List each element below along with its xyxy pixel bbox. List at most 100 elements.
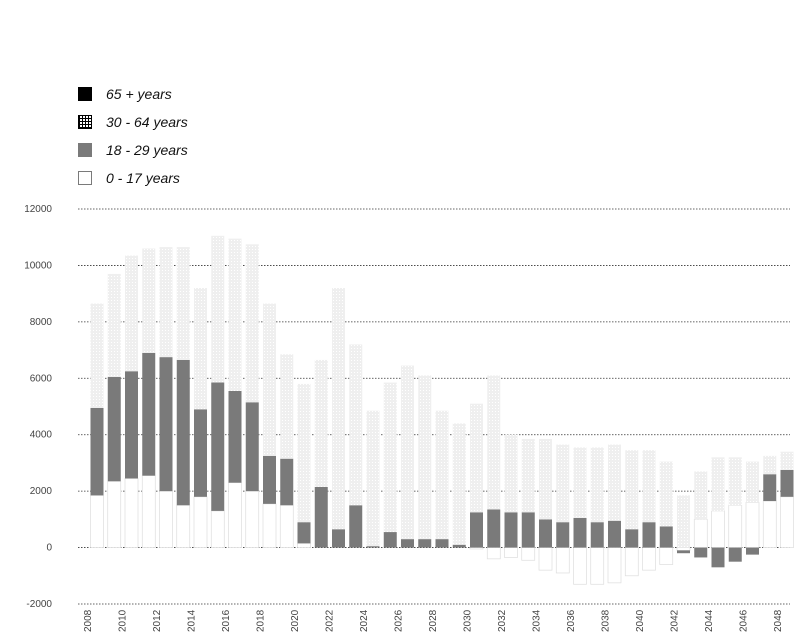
legend: 65 + years 30 - 64 years 18 - 29 years 0… (78, 80, 188, 192)
bar-30-64 (746, 461, 759, 503)
bar-18-29 (487, 509, 501, 548)
bar-0-17 (107, 480, 122, 548)
x-tick-label: 2018 (256, 609, 267, 632)
bar-0-17 (245, 490, 260, 548)
bar-30-64 (383, 382, 397, 533)
bar-18-29 (728, 547, 742, 562)
bar-30-64 (556, 444, 570, 523)
x-tick-label: 2014 (187, 609, 198, 632)
bar-30-64 (125, 255, 138, 372)
x-tick-label: 2010 (118, 609, 129, 632)
bar-0-17 (642, 547, 656, 571)
legend-label-0-17: 0 - 17 years (106, 170, 180, 186)
bar-0-17 (624, 547, 639, 577)
bar-0-17 (469, 547, 484, 550)
bar-18-29 (107, 376, 121, 482)
x-tick-label: 2028 (428, 609, 439, 632)
x-tick-label: 2046 (739, 609, 750, 632)
bar-0-17 (90, 495, 104, 548)
bar-0-17 (176, 504, 191, 548)
x-tick-label: 2008 (83, 609, 94, 632)
bar-0-17 (210, 510, 225, 548)
bar-18-29 (452, 544, 466, 548)
bar-30-64 (194, 288, 207, 410)
bar-0-17 (504, 547, 518, 558)
x-tick-label: 2036 (566, 609, 577, 632)
bar-30-64 (297, 383, 311, 523)
bar-30-64 (159, 247, 173, 358)
bar-18-29 (763, 474, 777, 502)
bar-30-64 (228, 238, 242, 391)
bar-0-17 (228, 482, 242, 548)
bar-0-17 (659, 547, 674, 565)
bar-18-29 (642, 522, 656, 548)
legend-item-65-plus: 65 + years (78, 80, 188, 108)
bar-18-29 (142, 352, 156, 476)
bar-0-17 (676, 547, 691, 551)
bar-30-64 (504, 434, 518, 513)
bar-0-17 (521, 547, 536, 561)
x-tick-label: 2022 (325, 609, 336, 632)
bar-0-17 (590, 547, 605, 585)
bar-30-64 (780, 451, 794, 470)
legend-label-65-plus: 65 + years (106, 86, 172, 102)
bar-30-64 (625, 450, 639, 530)
bar-30-64 (573, 447, 587, 518)
bar-30-64 (280, 354, 294, 459)
x-tick-label: 2024 (359, 609, 370, 632)
y-tick-label: 0 (46, 543, 52, 554)
bar-0-17 (555, 547, 570, 574)
y-tick-label: 8000 (30, 317, 53, 328)
legend-item-18-29: 18 - 29 years (78, 136, 188, 164)
bar-30-64 (711, 457, 725, 511)
bar-18-29 (556, 522, 570, 548)
bar-0-17 (573, 547, 587, 585)
bar-0-17 (607, 547, 622, 584)
bar-30-64 (452, 423, 466, 545)
y-tick-label: 10000 (24, 260, 52, 271)
bar-0-17 (745, 502, 760, 548)
bar-30-64 (539, 438, 552, 520)
bar-30-64 (245, 244, 259, 403)
bar-18-29 (176, 359, 190, 506)
x-tick-label: 2016 (221, 609, 232, 632)
legend-swatch-30-64 (78, 115, 92, 129)
x-tick-label: 2044 (704, 609, 715, 632)
bar-18-29 (780, 469, 794, 497)
x-tick-label: 2040 (635, 609, 646, 632)
bar-18-29 (746, 547, 759, 555)
bar-18-29 (711, 547, 725, 568)
bar-18-29 (349, 505, 363, 548)
legend-swatch-18-29 (78, 143, 92, 157)
x-tick-label: 2026 (394, 609, 405, 632)
bar-18-29 (504, 512, 518, 548)
bar-0-17 (262, 503, 277, 548)
x-tick-label: 2038 (601, 609, 612, 632)
bar-30-64 (418, 375, 432, 540)
bar-18-29 (608, 520, 621, 548)
bar-30-64 (349, 344, 363, 506)
bar-30-64 (487, 375, 501, 510)
x-tick-label: 2030 (463, 609, 474, 632)
bar-18-29 (263, 455, 276, 504)
bar-30-64 (470, 403, 483, 513)
legend-label-30-64: 30 - 64 years (106, 114, 188, 130)
x-tick-label: 2032 (497, 609, 508, 632)
bar-18-29 (211, 382, 225, 511)
bar-30-64 (608, 444, 621, 521)
bar-18-29 (539, 519, 552, 548)
bar-18-29 (125, 371, 138, 479)
bar-0-17 (124, 478, 139, 548)
bar-0-17 (762, 500, 777, 548)
bar-30-64 (142, 248, 156, 353)
bar-0-17 (780, 496, 794, 548)
bars (90, 235, 794, 585)
bar-18-29 (366, 546, 380, 548)
legend-swatch-0-17 (78, 171, 92, 185)
bar-0-17 (159, 490, 173, 548)
bar-30-64 (728, 457, 742, 506)
bar-0-17 (728, 504, 743, 548)
bar-0-17 (711, 510, 725, 548)
bar-30-64 (677, 495, 690, 548)
